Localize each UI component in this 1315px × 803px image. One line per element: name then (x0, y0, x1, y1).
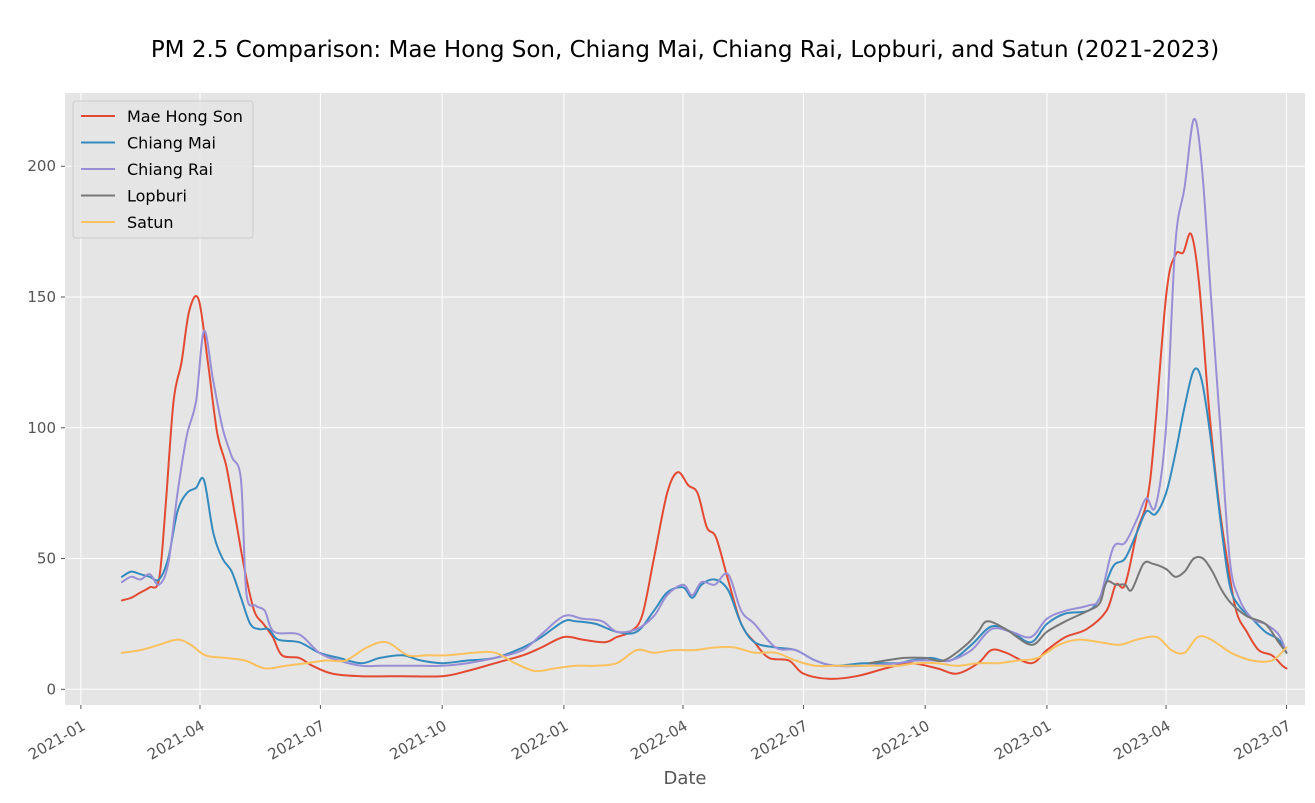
series-lines (120, 118, 1288, 680)
series-line-lopburi (868, 555, 1288, 665)
legend-box (72, 100, 254, 239)
y-tick-label: 50 (37, 550, 56, 568)
x-tick-label: 2022-10 (870, 717, 933, 764)
x-tick-label: 2022-04 (627, 717, 690, 764)
legend-label-lopburi: Lopburi (127, 187, 187, 206)
legend-label-mae-hong-son: Mae Hong Son (127, 107, 243, 126)
x-tick-label: 2021-10 (386, 717, 449, 764)
series-line-chiang-mai (120, 367, 1288, 667)
x-tick-label: 2021-04 (144, 717, 207, 764)
x-tick-label: 2023-01 (991, 717, 1054, 764)
series-line-satun (120, 635, 1288, 673)
x-tick-label: 2023-04 (1110, 717, 1173, 764)
legend-label-chiang-rai: Chiang Rai (127, 160, 213, 179)
y-tick-label: 100 (27, 419, 56, 437)
series-line-mae-hong-son (120, 232, 1288, 680)
x-axis-label: Date (663, 768, 706, 789)
x-tick-label: 2022-07 (748, 717, 811, 764)
legend-label-chiang-mai: Chiang Mai (127, 134, 216, 153)
grid-lines (65, 93, 1305, 705)
x-tick-label: 2021-07 (265, 717, 328, 764)
chart-title: PM 2.5 Comparison: Mae Hong Son, Chiang … (151, 37, 1219, 63)
legend-label-satun: Satun (127, 213, 174, 232)
y-tick-label: 0 (46, 680, 56, 698)
y-tick-label: 150 (27, 288, 56, 306)
plot-area (65, 93, 1305, 705)
y-tick-label: 200 (27, 157, 56, 175)
x-tick-label: 2023-07 (1231, 717, 1294, 764)
x-tick-label: 2022-01 (508, 717, 571, 764)
series-line-chiang-rai (120, 118, 1288, 668)
legend: Mae Hong Son Chiang Mai Chiang Rai Lopburi S… (72, 100, 254, 239)
x-tick-label: 2021-01 (25, 717, 88, 764)
